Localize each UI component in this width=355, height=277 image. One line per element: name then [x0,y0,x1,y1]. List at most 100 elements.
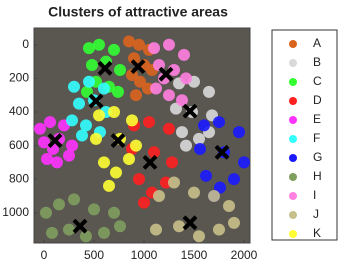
point [44,116,56,129]
point [98,226,110,239]
point [213,223,225,236]
point [168,176,180,189]
point [193,132,205,145]
legend-marker [289,230,297,238]
legend-label: G [313,150,322,164]
point [223,200,235,213]
point [150,223,162,236]
legend-marker [289,116,297,124]
point [108,43,120,56]
legend-label: I [313,188,316,202]
point [40,206,52,219]
point [66,139,78,152]
point [214,181,226,194]
point [188,186,200,199]
legend-marker [289,154,297,162]
point [88,203,100,216]
point [128,52,140,65]
point [130,139,142,152]
point [76,129,88,142]
legend-label: J [313,207,319,221]
y-tick-label: 400 [9,104,29,118]
centroid [182,215,198,231]
x-tick-label: 1500 [181,248,208,262]
point [194,142,206,155]
point [153,189,165,202]
point [193,230,205,243]
centroid [142,154,158,170]
legend-marker [289,78,297,86]
point [46,226,58,239]
legend-box [271,29,338,241]
point [173,220,185,233]
point [68,193,80,206]
point [93,109,105,122]
point [51,156,63,169]
point [163,122,175,135]
legend-marker [289,135,297,143]
point [108,206,120,219]
point [114,63,126,76]
legend-marker [289,173,297,181]
legend-marker [289,192,297,200]
point [166,156,178,169]
point [123,35,135,48]
point [180,72,192,85]
point [208,189,220,202]
point [134,75,146,88]
centroid [214,144,230,160]
centroid [130,59,146,75]
point [200,169,212,182]
point [98,82,110,95]
y-tick-label: 600 [9,138,29,152]
point [143,116,155,129]
point [63,223,75,236]
point [138,196,150,209]
point [133,38,145,51]
centroid [97,60,113,76]
plot-frame [33,27,251,244]
x-tick-label: 0 [41,248,48,262]
y-tick-label: 200 [9,71,29,85]
centroid [110,133,126,148]
centroid [88,93,104,109]
point [53,198,65,211]
point [112,85,124,98]
point [238,156,250,169]
legend-label: C [313,74,322,88]
point [180,139,192,152]
point [176,126,188,139]
legend-label: B [313,55,321,69]
point [98,156,110,169]
point [80,119,92,132]
point [63,149,75,162]
centroid [182,103,198,119]
legend-marker [289,59,297,67]
point [163,38,175,51]
legend-marker [289,97,297,105]
y-tick-label: 1000 [2,205,29,219]
legend-marker [289,211,297,219]
point [93,38,105,51]
point [228,216,240,229]
point [81,85,93,98]
point [148,146,160,159]
point [90,132,102,145]
point [38,136,50,149]
x-tick-label: 1000 [131,248,158,262]
point [178,48,190,61]
point [203,85,215,98]
point [68,80,80,93]
y-tick-label: 0 [22,37,29,51]
point [66,114,78,127]
legend-label: E [313,112,321,126]
point [83,42,95,55]
point [130,89,142,102]
point [126,114,138,127]
point [233,126,245,139]
point [163,89,175,102]
point [133,173,145,186]
point [168,63,180,76]
